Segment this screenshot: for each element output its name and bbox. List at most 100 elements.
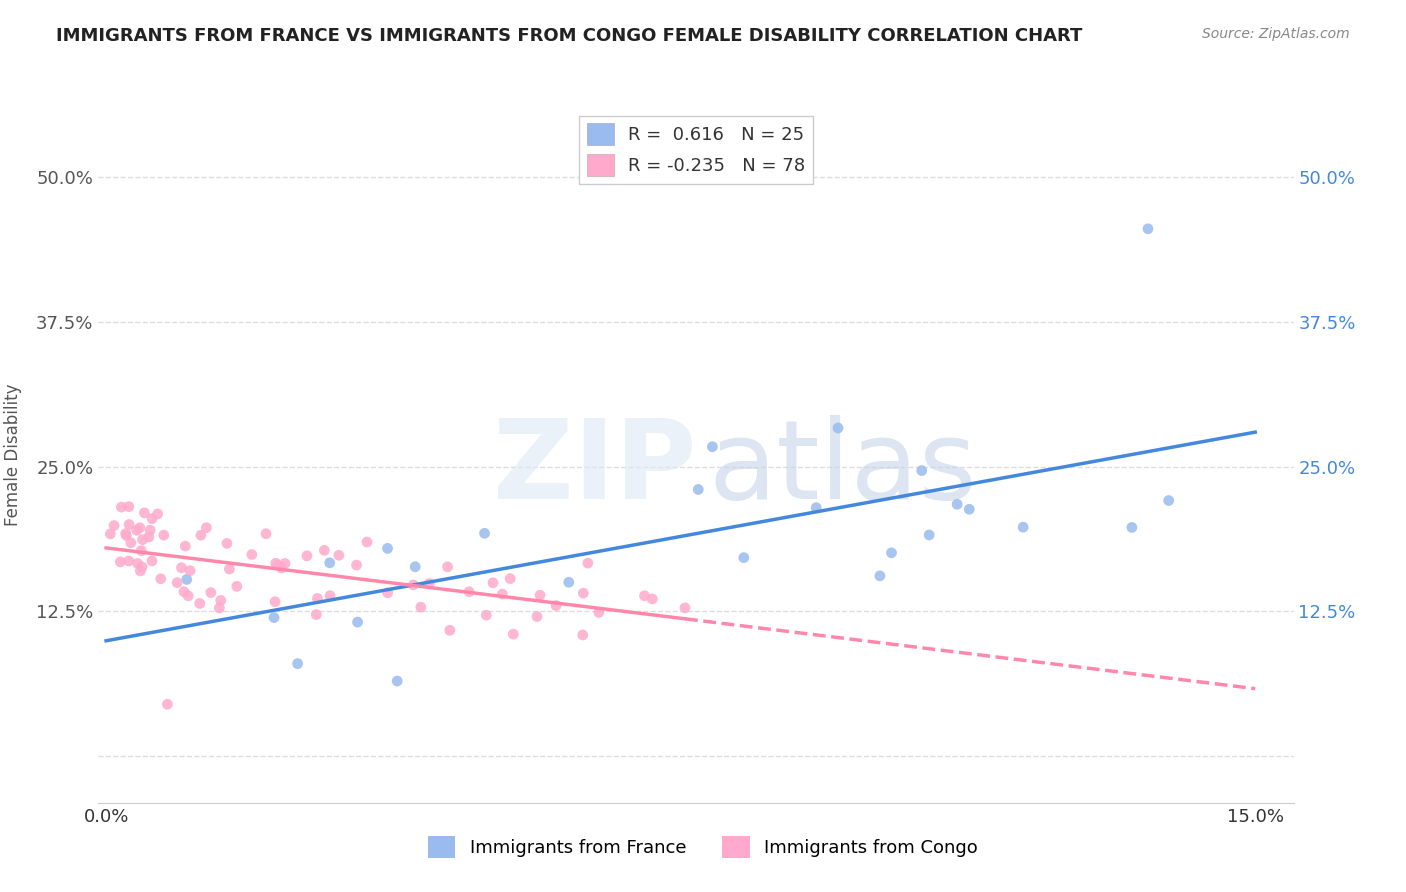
Point <box>127 557 149 571</box>
Point <box>174 539 197 553</box>
Point <box>270 561 292 575</box>
Point <box>957 502 980 516</box>
Point <box>103 518 125 533</box>
Point <box>100 527 122 541</box>
Point <box>129 564 152 578</box>
Text: IMMIGRANTS FROM FRANCE VS IMMIGRANTS FROM CONGO FEMALE DISABILITY CORRELATION CH: IMMIGRANTS FROM FRANCE VS IMMIGRANTS FRO… <box>56 27 1083 45</box>
Legend: R =  0.616   N = 25, R = -0.235   N = 78: R = 0.616 N = 25, R = -0.235 N = 78 <box>579 116 813 184</box>
Point <box>240 548 263 562</box>
Point <box>215 536 238 550</box>
Point <box>110 555 132 569</box>
Point <box>418 576 440 591</box>
Point <box>576 556 599 570</box>
Point <box>436 559 458 574</box>
Point <box>558 575 581 590</box>
Point <box>499 572 522 586</box>
Point <box>114 526 136 541</box>
Point <box>571 628 593 642</box>
Point <box>149 572 172 586</box>
Point <box>404 559 426 574</box>
Point <box>138 530 160 544</box>
Point <box>179 564 201 578</box>
Point <box>208 601 231 615</box>
Point <box>1012 520 1035 534</box>
Point <box>1136 222 1159 236</box>
Point <box>307 591 329 606</box>
Point <box>946 497 969 511</box>
Point <box>266 558 288 573</box>
Point <box>110 500 132 514</box>
Point <box>458 584 481 599</box>
Point <box>572 586 595 600</box>
Point <box>254 526 277 541</box>
Point <box>200 585 222 599</box>
Point <box>287 657 309 671</box>
Point <box>128 521 150 535</box>
Point <box>804 500 827 515</box>
Point <box>439 624 461 638</box>
Point <box>482 575 505 590</box>
Point <box>131 560 153 574</box>
Point <box>218 562 240 576</box>
Text: atlas: atlas <box>709 416 976 523</box>
Point <box>869 569 891 583</box>
Legend: Immigrants from France, Immigrants from Congo: Immigrants from France, Immigrants from … <box>420 829 986 865</box>
Point <box>346 615 368 629</box>
Point <box>141 511 163 525</box>
Point <box>170 560 193 574</box>
Point <box>385 674 409 689</box>
Point <box>115 528 138 542</box>
Point <box>827 421 849 435</box>
Point <box>125 523 148 537</box>
Point <box>314 543 336 558</box>
Point <box>491 587 513 601</box>
Point <box>319 556 342 570</box>
Point <box>733 550 755 565</box>
Point <box>633 589 655 603</box>
Point <box>911 464 934 478</box>
Text: ZIP: ZIP <box>492 416 696 523</box>
Point <box>880 546 903 560</box>
Point <box>1157 493 1180 508</box>
Point <box>328 548 350 562</box>
Point <box>377 541 399 556</box>
Point <box>173 584 195 599</box>
Point <box>502 627 524 641</box>
Point <box>129 543 152 558</box>
Point <box>918 528 941 542</box>
Text: Source: ZipAtlas.com: Source: ZipAtlas.com <box>1202 27 1350 41</box>
Point <box>319 589 342 603</box>
Point <box>526 609 548 624</box>
Point <box>156 698 179 712</box>
Point <box>263 610 285 624</box>
Point <box>152 528 174 542</box>
Point <box>225 579 247 593</box>
Point <box>474 526 496 541</box>
Point <box>139 523 162 537</box>
Point <box>673 600 696 615</box>
Point <box>475 608 498 623</box>
Y-axis label: Female Disability: Female Disability <box>4 384 22 526</box>
Point <box>118 500 141 514</box>
Point <box>346 558 368 572</box>
Point <box>402 578 425 592</box>
Point <box>177 589 200 603</box>
Point <box>356 535 378 549</box>
Point <box>176 573 198 587</box>
Point <box>120 535 142 549</box>
Point <box>546 599 568 613</box>
Point <box>118 517 141 532</box>
Point <box>134 506 156 520</box>
Point <box>588 606 610 620</box>
Point <box>118 554 141 568</box>
Point <box>274 557 297 571</box>
Point <box>641 591 664 606</box>
Point <box>409 600 432 615</box>
Point <box>264 556 287 570</box>
Point <box>146 507 169 521</box>
Point <box>166 575 188 590</box>
Point <box>264 595 287 609</box>
Point <box>188 597 211 611</box>
Point <box>141 554 163 568</box>
Point <box>529 588 551 602</box>
